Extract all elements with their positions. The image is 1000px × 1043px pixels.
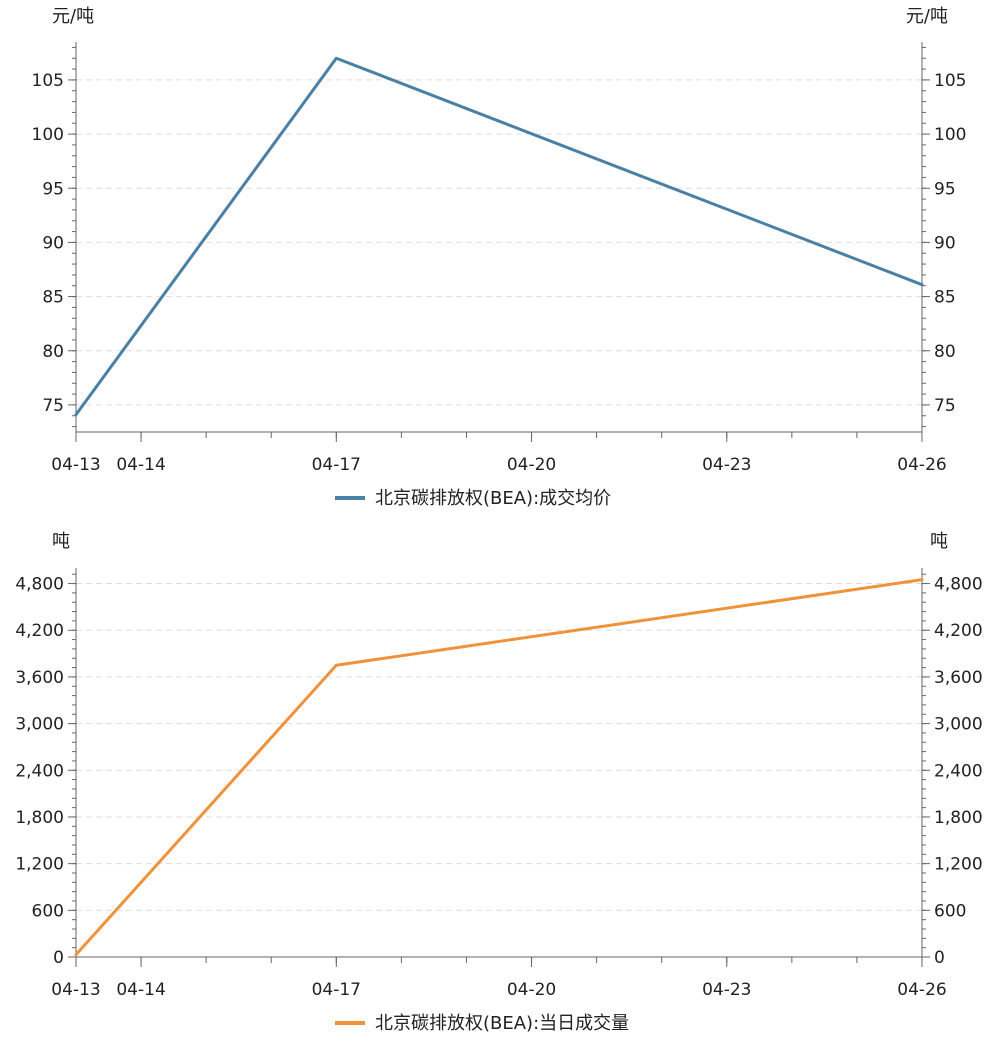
y-tick-label-right: 80 [934, 342, 956, 362]
y-unit-label-right: 吨 [930, 531, 948, 552]
x-tick-label: 04-20 [507, 455, 556, 475]
y-unit-label-left: 吨 [52, 531, 70, 552]
y-tick-label-left: 2,400 [15, 761, 64, 781]
y-tick-label-right: 4,800 [934, 575, 983, 595]
x-tick-label: 04-26 [897, 455, 946, 475]
y-tick-label-right: 85 [934, 288, 956, 308]
y-tick-label-right: 100 [934, 125, 966, 145]
y-tick-label-left: 1,800 [15, 808, 64, 828]
x-tick-label: 04-26 [897, 980, 946, 1000]
y-tick-label-right: 1,800 [934, 808, 983, 828]
x-tick-label: 04-23 [702, 455, 751, 475]
legend-label: 北京碳排放权(BEA):成交均价 [375, 488, 611, 509]
y-tick-label-right: 3,600 [934, 668, 983, 688]
y-tick-label-left: 105 [32, 71, 64, 91]
y-unit-label-left: 元/吨 [52, 6, 94, 27]
y-tick-label-left: 4,200 [15, 621, 64, 641]
y-tick-label-left: 100 [32, 125, 64, 145]
x-tick-label: 04-20 [507, 980, 556, 1000]
y-tick-label-left: 3,600 [15, 668, 64, 688]
y-tick-label-right: 95 [934, 179, 956, 199]
volume-chart: 0 0 600 600 1,200 1,200 1,800 1,800 2,400 2,400 3,… [15, 531, 982, 1034]
series-line [74, 56, 924, 417]
legend-label: 北京碳排放权(BEA):当日成交量 [375, 1013, 629, 1034]
x-tick-label: 04-23 [702, 980, 751, 1000]
y-tick-label-right: 1,200 [934, 855, 983, 875]
y-tick-label-left: 80 [42, 342, 64, 362]
y-tick-label-left: 90 [42, 233, 64, 253]
y-tick-label-left: 1,200 [15, 855, 64, 875]
x-tick-label: 04-17 [312, 980, 361, 1000]
y-tick-label-right: 2,400 [934, 761, 983, 781]
y-tick-label-left: 4,800 [15, 575, 64, 595]
price-chart: 75 75 80 80 85 85 90 90 95 95 100 100 105 105 04-13 04-… [32, 6, 967, 509]
x-tick-label: 04-13 [51, 455, 100, 475]
y-tick-label-left: 85 [42, 288, 64, 308]
x-tick-label: 04-14 [116, 980, 165, 1000]
y-unit-label-right: 元/吨 [906, 6, 948, 27]
x-tick-label: 04-14 [116, 455, 165, 475]
y-tick-label-left: 95 [42, 179, 64, 199]
y-tick-label-right: 75 [934, 396, 956, 416]
y-tick-label-left: 600 [32, 901, 64, 921]
x-tick-label: 04-13 [51, 980, 100, 1000]
y-tick-label-right: 0 [934, 948, 945, 968]
x-tick-label: 04-17 [312, 455, 361, 475]
y-tick-label-right: 90 [934, 233, 956, 253]
y-tick-label-right: 4,200 [934, 621, 983, 641]
y-tick-label-right: 3,000 [934, 715, 983, 735]
y-tick-label-right: 105 [934, 71, 966, 91]
y-tick-label-left: 3,000 [15, 715, 64, 735]
y-tick-label-left: 0 [53, 948, 64, 968]
y-tick-label-right: 600 [934, 901, 966, 921]
y-tick-label-left: 75 [42, 396, 64, 416]
series-line [74, 578, 924, 957]
